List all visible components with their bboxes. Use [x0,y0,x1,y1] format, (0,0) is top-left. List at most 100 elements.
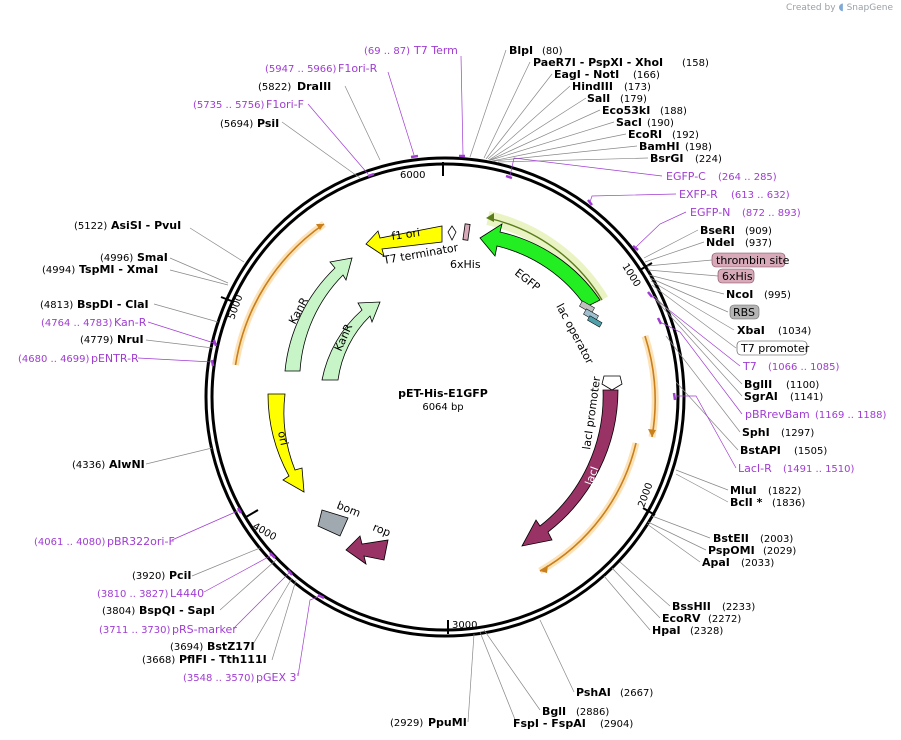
site-right-pos: (1505) [794,446,827,457]
primer-pos: (1169 .. 1188) [815,410,887,421]
primer-name: LacI-R [738,462,772,475]
site-left-name: BspDI - ClaI [77,298,149,311]
t7-terminator-arrow [447,225,457,241]
leader-nrui [145,339,214,349]
primer-name: T7 [742,360,757,373]
site-right-pos: (224) [695,154,722,165]
site-right-name: ApaI [702,556,730,569]
primer-name: F1ori-F [266,98,304,111]
leader-clai [153,303,219,323]
leader-apai [646,523,701,563]
leader-f1ori-f [307,103,369,175]
site-left-name: NruI [117,333,144,346]
primer-name: pBR322ori-F [107,535,175,548]
site-right-pos: (198) [685,142,712,153]
orf-arc-left-line [234,223,325,366]
kanr-outer-arrow [284,257,353,372]
leader-tth111i [271,579,297,661]
rbs-box [729,304,760,320]
primer-marker-kan-r [212,339,218,347]
site-right-name: HindIII [572,80,613,93]
primer-name: EGFP-C [666,170,706,183]
leader-bseri [643,229,699,259]
orf-arc-egfp-head [486,213,494,222]
site-left-pos: (3804) [102,606,135,617]
site-right-pos: (173) [624,82,651,93]
site-right-pos: (1297) [781,428,814,439]
site-right-pos: (1822) [768,486,801,497]
site-right-pos: (179) [620,94,647,105]
leader-f1ori-r [387,71,415,156]
leader-pbr322ori-f [171,509,241,541]
leader-exfp-r [589,193,677,203]
site-right-name: BlpI [509,44,533,57]
site-right-pos: (192) [672,130,699,141]
backbone-outer [204,156,686,638]
tick-label-3000: 3000 [452,620,477,631]
backbone-inner [210,162,680,632]
site-right-pos: (2272) [708,614,741,625]
leader-kan-r [147,321,215,344]
leader-pshai [539,619,575,693]
site-left-name: SmaI [137,251,168,264]
snapgene-credit: Created by ◖ SnapGene [786,2,893,13]
primer-pos: (872 .. 893) [742,208,801,219]
site-right-name: BseRI [700,224,735,237]
leader-fspi [479,631,517,723]
leader-hpai [603,575,651,631]
leader-noti [485,73,553,160]
site-left-pos: (4779) [80,335,113,346]
plasmid-name: pET-His-E1GFP [398,387,488,400]
site-right-pos: (1836) [772,498,805,509]
leader-xmai [169,269,229,286]
leader-sphi [665,335,741,433]
leader-alwni [145,447,213,465]
site-right-pos: (2029) [763,546,796,557]
leader-bstz17i [251,577,293,647]
site-left-name: TspMI - XmaI [79,263,158,276]
leader-t7promoter [651,284,737,349]
primer-pos: (4764 .. 4783) [41,318,113,329]
site-left-name: PpuMI [428,716,467,729]
sites-left: (5822) DraIII (5694) PsiI (5122) AsiSI -… [40,80,467,729]
site-left-name: DraIII [297,80,331,93]
leader-laci-r [676,395,737,469]
boxed-features: thrombin site 6xHis RBS T7 promoter [711,252,810,356]
rbs-label: RBS [733,306,755,319]
primer-marker-f1ori-r [410,154,419,159]
site-right-pos: (2233) [722,602,755,613]
site-right-name: BglII [744,378,772,391]
site-right-name: BclI * [730,496,763,509]
primer-pos: (4680 .. 4699) [18,354,90,365]
leader-thrombin [646,259,713,267]
orf-arcs [232,211,659,575]
leader-t7term [460,55,464,156]
leader-xhoi [483,61,531,159]
leader-rbs [649,277,729,313]
primer-marker-egfp-n [632,245,639,251]
site-right-name: BstAPI [740,444,781,457]
leader-6xhis [647,269,719,277]
his6-box-label: 6xHis [722,270,753,283]
site-left-pos: (5122) [74,221,107,232]
site-right-name: SphI [742,426,770,439]
leader-pgex3 [297,595,321,677]
site-right-pos: (80) [542,46,563,57]
lac-operator-box-3 [587,315,603,328]
site-right-pos: (2886) [576,707,609,718]
site-left-pos: (4994) [42,265,75,276]
site-right-pos: (1100) [786,380,819,391]
primer-marker-f1ori-f [367,172,375,178]
site-left-pos: (5694) [220,119,253,130]
site-right-name: EcoRV [662,612,701,625]
f1-ori-label: f1 ori [391,226,421,243]
leader-pentr-r [137,357,213,363]
primer-name: EGFP-N [690,206,730,219]
tick-5000 [220,296,235,303]
primer-name: pRS-marker [172,623,237,636]
site-left-name: BspQI - SapI [139,604,215,617]
primer-marker-egfp-c [505,174,513,180]
leader-xbai [650,280,735,331]
primer-pos: (3810 .. 3827) [97,589,169,600]
orf-arc-left-head [316,224,324,230]
